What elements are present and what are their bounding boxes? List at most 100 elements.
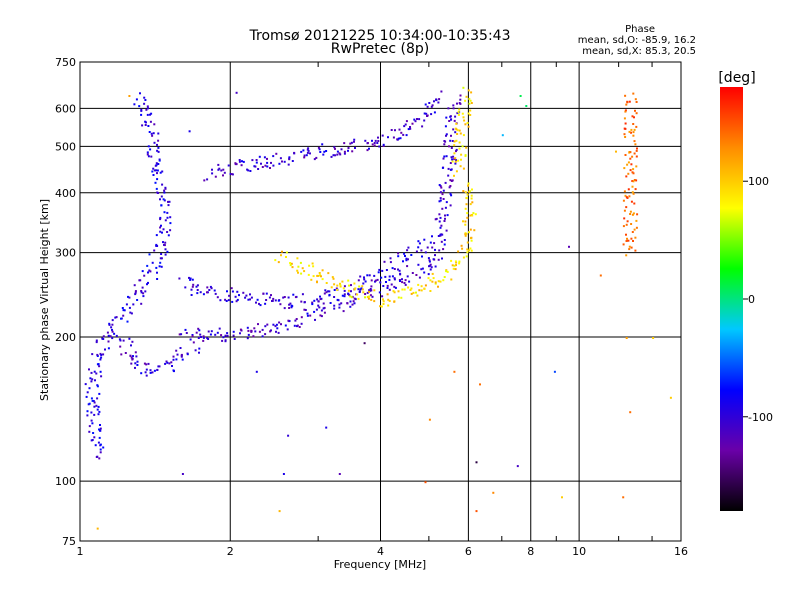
data-point <box>312 265 315 268</box>
data-point <box>349 142 352 145</box>
data-point <box>156 149 159 152</box>
y-tick-label: 600 <box>55 102 76 115</box>
data-point <box>99 451 102 454</box>
data-point <box>467 112 470 115</box>
data-point <box>464 123 467 126</box>
data-point <box>358 285 361 288</box>
data-point <box>615 150 617 153</box>
data-point <box>444 214 446 217</box>
data-point <box>394 286 397 289</box>
data-point <box>143 274 146 277</box>
data-point <box>288 320 291 322</box>
data-point <box>96 355 99 357</box>
data-point <box>414 120 417 123</box>
data-point <box>331 276 334 279</box>
data-point <box>418 276 421 279</box>
data-point <box>456 112 459 115</box>
data-point <box>340 148 343 151</box>
data-point <box>318 148 321 151</box>
data-point <box>156 271 158 274</box>
data-point <box>222 336 225 339</box>
data-point <box>222 168 225 171</box>
data-point <box>438 220 441 223</box>
data-point <box>88 430 91 433</box>
data-point <box>295 318 298 320</box>
data-point <box>302 149 305 152</box>
data-point <box>622 225 625 228</box>
data-point <box>301 293 304 296</box>
data-point <box>280 323 282 326</box>
data-point <box>449 179 452 182</box>
data-point <box>633 228 636 231</box>
data-point <box>255 370 258 373</box>
data-point <box>121 307 124 309</box>
data-point <box>292 293 295 296</box>
data-point <box>473 229 476 232</box>
data-point <box>122 314 125 317</box>
y-tick-label: 750 <box>55 56 76 69</box>
data-point <box>627 161 630 164</box>
data-point <box>96 408 99 411</box>
data-point <box>316 274 319 277</box>
data-point <box>444 125 447 128</box>
data-point <box>155 187 158 190</box>
data-point <box>455 159 457 162</box>
data-point <box>462 256 465 259</box>
data-point <box>347 279 350 282</box>
data-point <box>623 190 626 193</box>
data-point <box>385 281 387 283</box>
data-point <box>457 159 460 162</box>
data-point <box>635 219 638 222</box>
data-point <box>264 302 267 305</box>
data-point <box>230 287 233 290</box>
data-point <box>296 324 299 327</box>
data-point <box>624 109 627 112</box>
data-point <box>447 167 450 170</box>
data-point <box>343 142 346 145</box>
data-point <box>466 122 469 124</box>
data-point <box>387 136 389 139</box>
data-point <box>199 291 202 294</box>
data-point <box>393 291 396 294</box>
data-point <box>354 147 356 149</box>
data-point <box>164 253 167 256</box>
data-point <box>278 321 281 324</box>
data-point <box>455 139 458 142</box>
data-point <box>380 305 383 308</box>
y-tick-label: 300 <box>55 247 76 260</box>
data-point <box>623 133 626 136</box>
data-point <box>158 265 161 268</box>
data-point <box>382 298 384 301</box>
data-point <box>131 340 134 343</box>
data-point <box>415 250 418 253</box>
data-point <box>471 188 473 191</box>
data-point <box>635 101 638 103</box>
data-point <box>427 273 430 276</box>
data-point <box>472 212 475 215</box>
data-point <box>369 289 372 292</box>
data-point <box>630 223 633 225</box>
data-point <box>441 166 444 169</box>
data-point <box>150 132 153 135</box>
data-point <box>163 189 166 192</box>
data-point <box>279 303 282 306</box>
data-point <box>140 291 143 294</box>
data-point <box>135 355 138 358</box>
data-point <box>247 333 250 336</box>
data-point <box>166 216 169 219</box>
data-point <box>423 119 426 122</box>
data-point <box>426 105 429 108</box>
data-point <box>148 269 151 272</box>
x-tick-label: 2 <box>227 545 234 558</box>
data-point <box>442 198 445 200</box>
data-point <box>368 289 371 292</box>
data-point <box>501 134 504 137</box>
data-point <box>431 246 434 249</box>
data-point <box>399 280 401 282</box>
data-point <box>423 238 426 241</box>
data-point <box>454 157 457 160</box>
x-tick-label: 6 <box>465 545 472 558</box>
data-point <box>155 234 158 237</box>
data-point <box>438 184 441 186</box>
data-point <box>456 102 458 105</box>
